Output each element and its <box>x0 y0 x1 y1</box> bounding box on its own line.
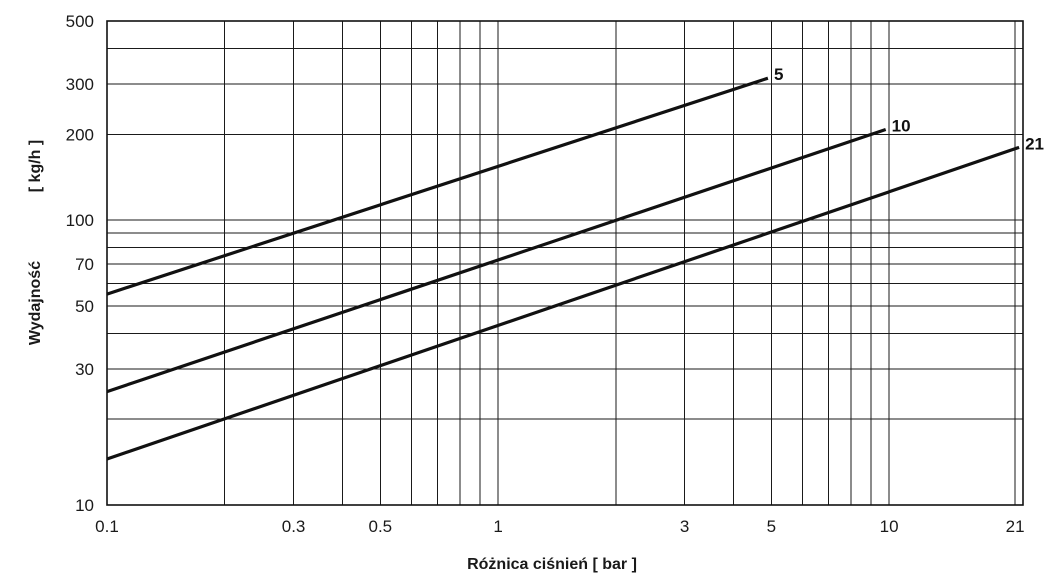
x-axis-title: Różnica ciśnień [ bar ] <box>467 556 637 573</box>
x-tick-label: 1 <box>493 517 502 536</box>
x-tick-label: 10 <box>880 517 899 536</box>
y-tick-label: 200 <box>66 125 94 144</box>
y-tick-label: 300 <box>66 75 94 94</box>
y-tick-label: 50 <box>75 297 94 316</box>
grid <box>107 21 1023 505</box>
y-tick-label: 10 <box>75 496 94 515</box>
series-line-10 <box>106 127 887 394</box>
series-line-5 <box>106 76 769 296</box>
y-tick-label: 500 <box>66 12 94 31</box>
series-line-21 <box>106 145 1020 461</box>
y-tick-label: 30 <box>75 360 94 379</box>
x-axis-ticks: 0.1 0.3 0.5 1 3 5 10 21 <box>95 517 1024 536</box>
plot-frame <box>106 20 1024 506</box>
y-axis-title: Wydajność <box>27 261 44 345</box>
x-tick-label: 21 <box>1006 517 1025 536</box>
y-tick-label: 70 <box>75 255 94 274</box>
series-label-21: 21 <box>1025 134 1044 153</box>
y-axis-unit: [ kg/h ] <box>27 140 44 192</box>
y-tick-label: 100 <box>66 211 94 230</box>
x-tick-label: 5 <box>767 517 776 536</box>
x-tick-label: 0.5 <box>369 517 393 536</box>
x-tick-label: 0.1 <box>95 517 119 536</box>
series-label-5: 5 <box>774 65 783 84</box>
x-tick-label: 3 <box>680 517 689 536</box>
x-tick-label: 0.3 <box>282 517 306 536</box>
series-lines: 5 10 21 <box>106 65 1044 461</box>
y-axis-ticks: 10 30 50 70 100 200 300 500 <box>66 12 94 515</box>
series-label-10: 10 <box>892 117 911 136</box>
